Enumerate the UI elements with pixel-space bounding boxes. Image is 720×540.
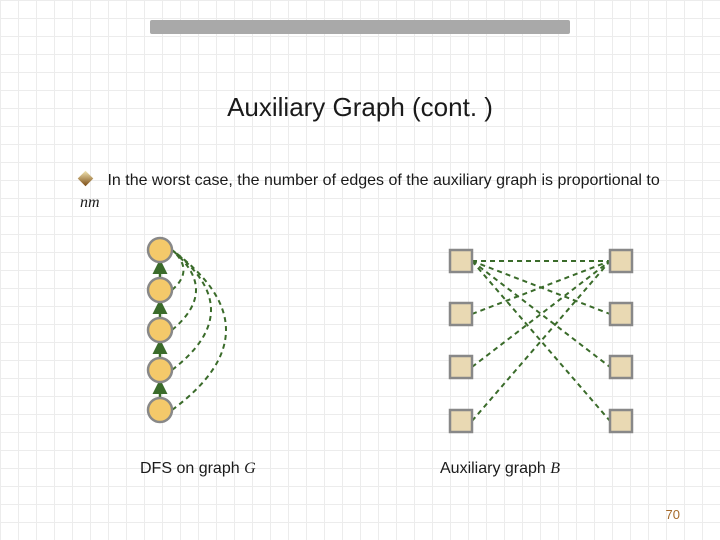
right-diagram	[420, 230, 650, 440]
caption-left-g: G	[244, 460, 256, 477]
caption-right-b: B	[550, 460, 560, 477]
bullet-text-a: In the worst case, the number of edges o…	[107, 172, 659, 189]
slide-title: Auxiliary Graph (cont. )	[0, 92, 720, 123]
page-number: 70	[666, 507, 680, 522]
caption-left: DFS on graph G	[140, 460, 256, 478]
caption-left-a: DFS on graph	[140, 460, 244, 477]
caption-right: Auxiliary graph B	[440, 460, 560, 478]
top-decor-bar	[150, 20, 570, 34]
left-diagram	[120, 230, 340, 440]
bullet-diamond-icon	[78, 171, 94, 187]
figure-container	[120, 230, 640, 450]
bullet-text-nm: nm	[80, 194, 100, 211]
bullet-line: In the worst case, the number of edges o…	[80, 170, 670, 213]
caption-right-a: Auxiliary graph	[440, 460, 550, 477]
